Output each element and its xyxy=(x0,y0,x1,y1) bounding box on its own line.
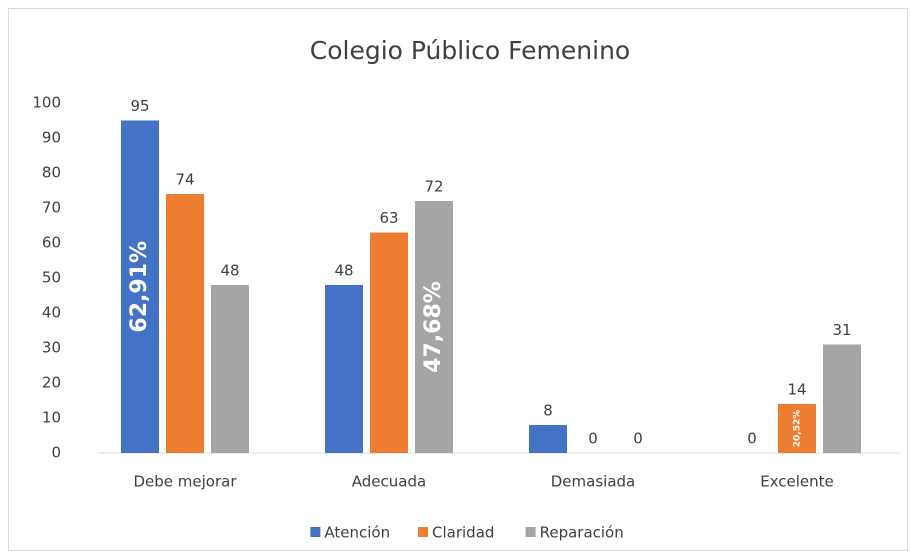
y-tick-label: 0 xyxy=(51,444,61,462)
value-label: 72 xyxy=(424,178,443,196)
value-label: 48 xyxy=(220,262,239,280)
bar xyxy=(529,425,567,453)
bar xyxy=(415,201,453,453)
value-label: 0 xyxy=(633,430,643,448)
x-tick-label: Debe mejorar xyxy=(133,473,237,491)
y-tick-label: 90 xyxy=(42,129,61,147)
legend-label: Claridad xyxy=(432,524,494,542)
legend-label: Reparación xyxy=(540,524,624,542)
y-tick-label: 40 xyxy=(42,304,61,322)
y-tick-label: 30 xyxy=(42,339,61,357)
y-tick-label: 20 xyxy=(42,374,61,392)
value-label: 48 xyxy=(334,262,353,280)
legend-label: Atención xyxy=(324,524,390,542)
value-label: 95 xyxy=(130,97,149,115)
bar-annotation: 47,68% xyxy=(421,281,446,373)
value-label: 0 xyxy=(588,430,598,448)
bar xyxy=(121,120,159,453)
bar-annotation: 62,91% xyxy=(127,241,152,333)
y-tick-label: 80 xyxy=(42,164,61,182)
y-tick-label: 50 xyxy=(42,269,61,287)
value-label: 31 xyxy=(832,321,851,339)
y-tick-label: 10 xyxy=(42,409,61,427)
y-tick-label: 70 xyxy=(42,199,61,217)
value-label: 74 xyxy=(175,171,194,189)
value-label: 0 xyxy=(747,430,757,448)
bar xyxy=(370,232,408,453)
bar xyxy=(211,285,249,453)
value-label: 14 xyxy=(787,381,806,399)
bar xyxy=(823,344,861,453)
y-tick-label: 60 xyxy=(42,234,61,252)
legend-swatch xyxy=(310,527,321,537)
legend-swatch xyxy=(525,527,536,537)
bar-annotation: 20,52% xyxy=(793,410,803,448)
value-label: 63 xyxy=(379,209,398,227)
value-label: 8 xyxy=(543,402,553,420)
y-tick-label: 100 xyxy=(32,94,61,112)
bar xyxy=(166,194,204,453)
x-tick-label: Excelente xyxy=(760,473,834,491)
x-tick-label: Adecuada xyxy=(352,473,426,491)
x-tick-label: Demasiada xyxy=(551,473,635,491)
legend-swatch xyxy=(418,527,428,537)
chart-title: Colegio Público Femenino xyxy=(310,36,630,65)
bar xyxy=(325,285,363,453)
bar xyxy=(778,404,816,453)
